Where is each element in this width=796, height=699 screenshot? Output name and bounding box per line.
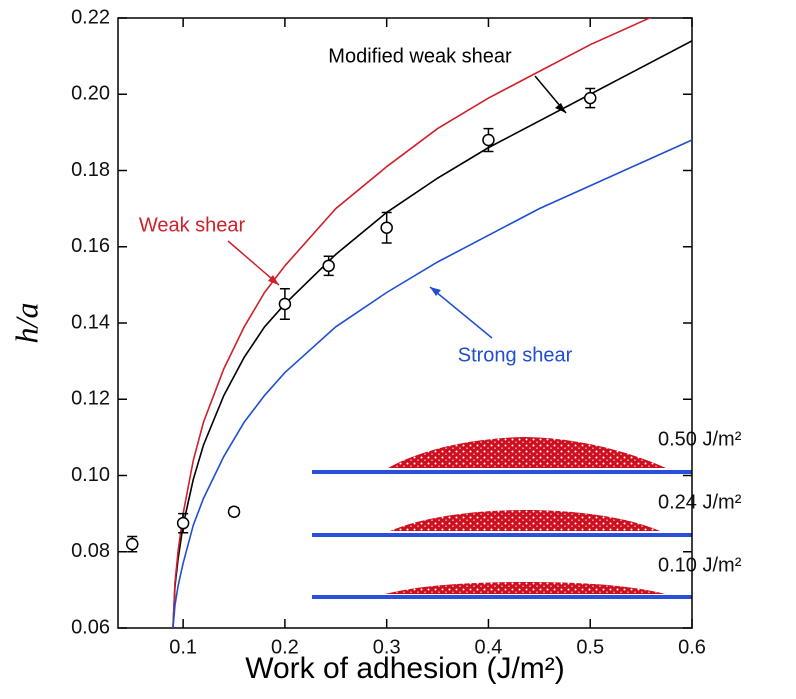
droplet: [388, 437, 666, 468]
x-tick-label: 0.5: [576, 636, 604, 658]
data-point: [322, 259, 335, 273]
droplet: [385, 582, 665, 594]
y-tick-label: 0.06: [71, 616, 110, 638]
y-tick-label: 0.22: [71, 6, 110, 28]
inset-label: 0.50 J/m²: [658, 428, 742, 450]
data-point: [583, 91, 597, 105]
y-tick-label: 0.12: [71, 388, 110, 410]
x-axis-label: Work of adhesion (J/m²): [245, 652, 565, 685]
y-tick-label: 0.10: [71, 464, 110, 486]
y-tick-label: 0.16: [71, 235, 110, 257]
data-point: [482, 133, 495, 147]
data-point: [176, 516, 190, 530]
plot-area: [125, 18, 692, 628]
y-tick-label: 0.08: [71, 540, 110, 562]
x-tick-label: 0.2: [271, 636, 299, 658]
y-tick-label: 0.18: [71, 159, 110, 181]
x-tick-label: 0.4: [475, 636, 503, 658]
arrowhead: [555, 103, 566, 113]
data-point: [380, 221, 393, 234]
arrowhead: [430, 287, 441, 296]
curve: [172, 40, 692, 628]
inset-label: 0.24 J/m²: [658, 491, 742, 513]
droplet: [390, 510, 660, 531]
x-tick-label: 0.6: [678, 636, 706, 658]
inset-label: 0.10 J/m²: [658, 554, 742, 576]
y-axis-label: h/a: [8, 303, 44, 344]
data-point: [278, 297, 292, 311]
arrow: [227, 240, 280, 286]
inset: 0.50 J/m² 0.24 J/m² 0.10 J/m²: [312, 428, 742, 599]
curve-label: Strong shear: [458, 344, 573, 366]
y-tick-label: 0.20: [71, 83, 110, 105]
x-tick-label: 0.3: [373, 636, 401, 658]
data-point: [125, 537, 139, 551]
curve-label: Modified weak shear: [328, 45, 512, 67]
data-point: [227, 505, 241, 518]
curve: [172, 139, 692, 628]
x-tick-label: 0.1: [169, 636, 197, 658]
arrow: [429, 286, 493, 339]
curve-label: Weak shear: [139, 214, 246, 236]
y-tick-label: 0.14: [71, 311, 110, 333]
